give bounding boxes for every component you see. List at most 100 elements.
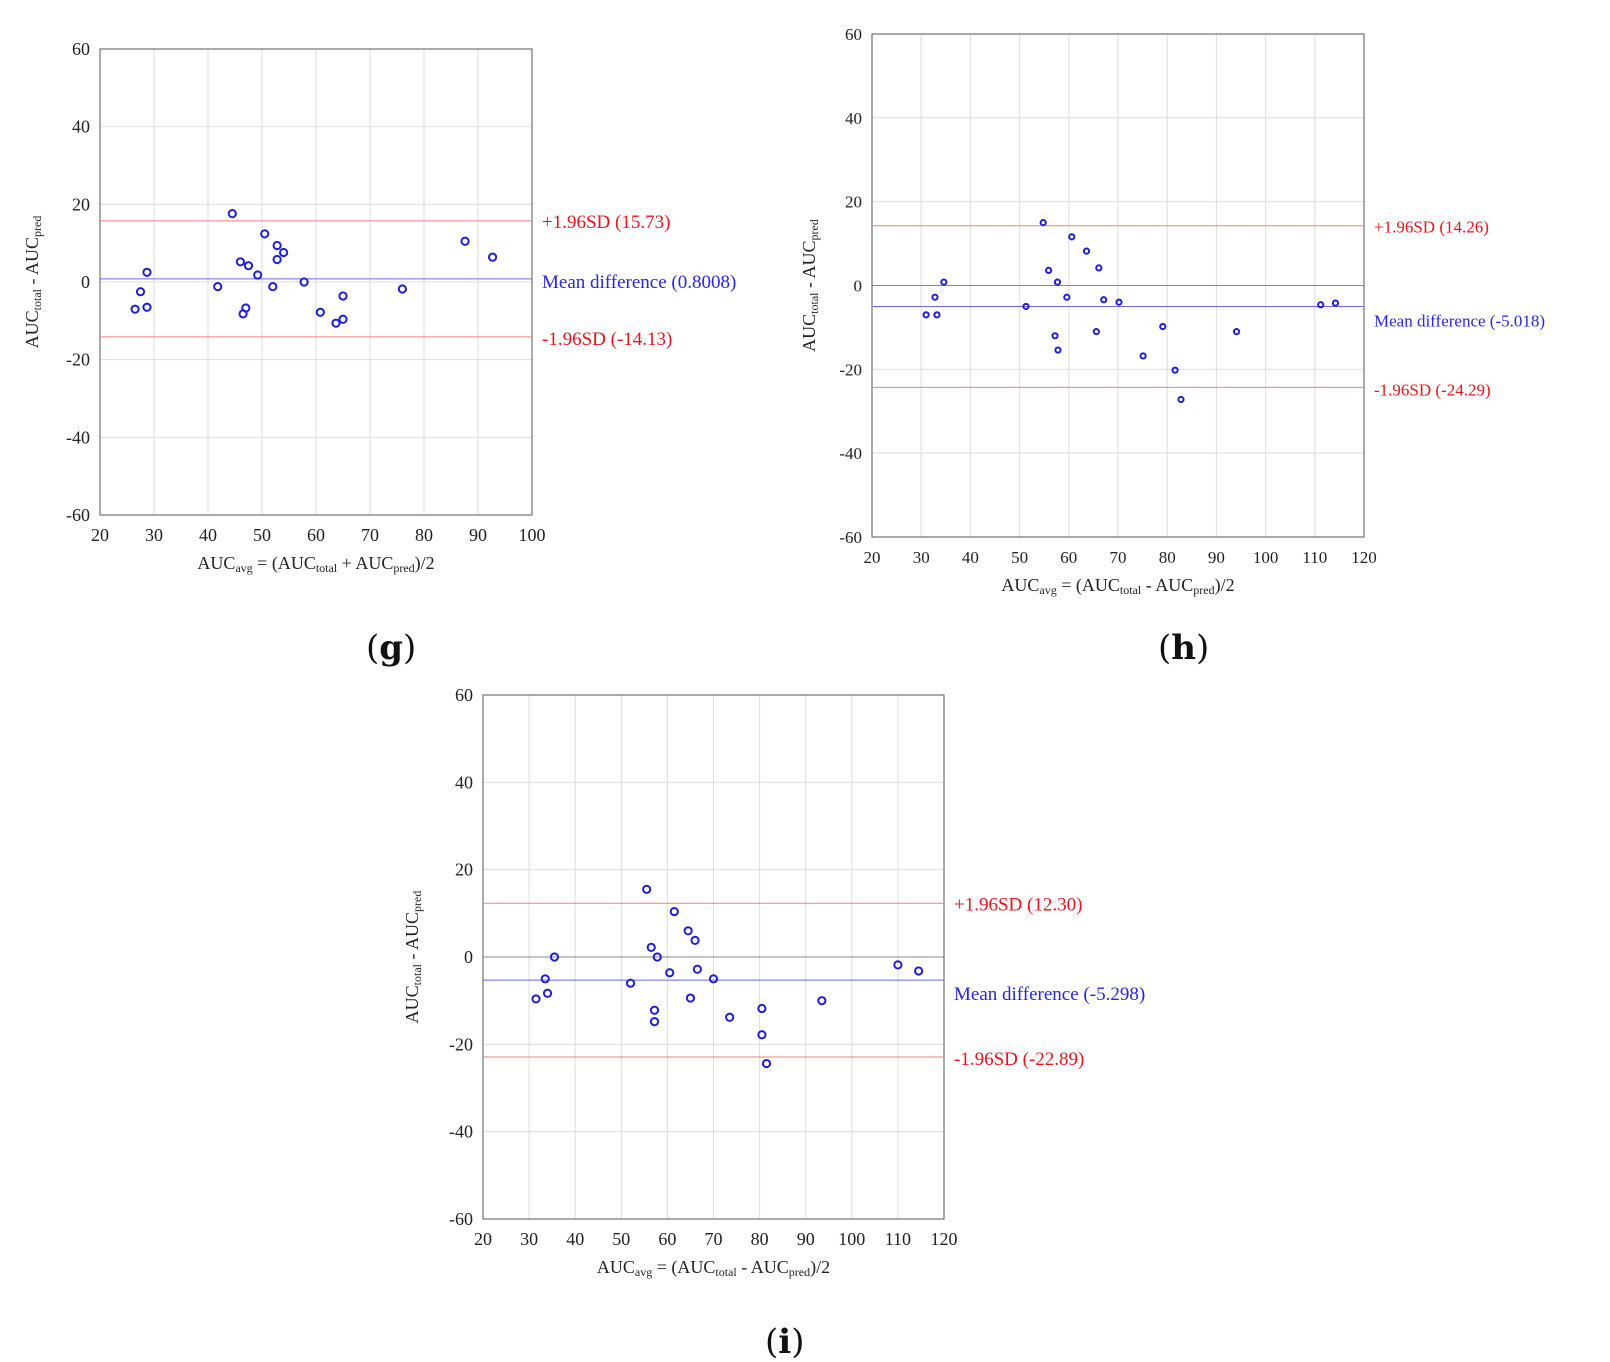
data-point-i-12 [683, 926, 693, 936]
y-tick-label-i--20: -20 [449, 1034, 473, 1054]
data-point-h-10 [1063, 293, 1071, 301]
data-point-i-7 [649, 1005, 660, 1015]
y-tick-label-i-20: 20 [455, 860, 473, 880]
y-tick-label-g-40: 40 [72, 117, 90, 137]
data-point-g-20 [338, 314, 348, 324]
data-point-g-4 [213, 282, 223, 292]
data-point-g-0 [130, 304, 140, 314]
x-tick-label-h-20: 20 [864, 548, 881, 567]
x-tick-label-i-30: 30 [520, 1229, 538, 1249]
upper-limit-label-h: +1.96SD (14.26) [1374, 218, 1489, 237]
data-point-h-5 [1039, 219, 1047, 227]
x-tick-label-h-40: 40 [962, 548, 979, 567]
data-point-h-23 [1331, 299, 1340, 307]
y-tick-label-g--60: -60 [66, 505, 90, 525]
y-axis-label-i: AUCtotal - AUCpred [402, 891, 424, 1024]
data-point-g-6 [235, 257, 245, 267]
x-axis-label-g: AUCavg = (AUCtotal + AUCpred)/2 [197, 553, 434, 575]
data-point-h-14 [1095, 264, 1103, 272]
x-axis-label-h: AUCavg = (AUCtotal - AUCpred)/2 [1001, 575, 1234, 597]
data-point-g-18 [331, 318, 341, 328]
y-tick-label-h--60: -60 [839, 528, 862, 547]
x-tick-label-h-90: 90 [1208, 548, 1225, 567]
x-axis-label-i: AUCavg = (AUCtotal - AUCpred)/2 [597, 1257, 830, 1279]
x-tick-label-h-70: 70 [1110, 548, 1127, 567]
data-point-h-1 [931, 293, 939, 301]
data-point-h-0 [922, 311, 930, 319]
data-point-h-6 [1045, 266, 1053, 275]
data-point-i-20 [761, 1058, 772, 1069]
y-tick-label-h-0: 0 [854, 277, 863, 296]
y-tick-label-i-60: 60 [455, 685, 473, 705]
data-point-i-10 [665, 968, 675, 978]
y-tick-label-h-20: 20 [845, 193, 862, 212]
y-axis-label-h: AUCtotal - AUCpred [799, 219, 821, 352]
y-tick-label-h-60: 60 [845, 25, 862, 44]
data-point-i-3 [549, 952, 560, 962]
x-tick-label-i-120: 120 [931, 1229, 958, 1249]
data-point-g-10 [253, 270, 263, 280]
data-point-i-6 [646, 942, 656, 952]
mean-difference-label-h: Mean difference (-5.018) [1374, 312, 1545, 331]
y-tick-label-i--40: -40 [449, 1122, 473, 1142]
mean-difference-label-i: Mean difference (-5.298) [954, 984, 1145, 1005]
plot-frame-h [871, 33, 1365, 538]
x-tick-label-g-70: 70 [361, 525, 379, 545]
data-point-i-15 [692, 964, 702, 974]
data-point-h-12 [1082, 247, 1091, 255]
data-point-i-8 [649, 1017, 660, 1027]
data-point-i-23 [914, 966, 924, 976]
data-point-i-16 [708, 974, 719, 984]
x-tick-label-h-80: 80 [1159, 548, 1176, 567]
x-tick-label-g-80: 80 [415, 525, 433, 545]
chart-panel-g: 20 30 40 50 60 70 80 90 100 -60 -40 -20 0 20 40 60 +1.96… [22, 39, 736, 575]
x-tick-label-h-100: 100 [1253, 548, 1279, 567]
data-point-g-16 [299, 277, 309, 287]
x-tick-label-h-120: 120 [1351, 548, 1377, 567]
data-point-g-9 [243, 261, 254, 271]
x-tick-label-i-20: 20 [474, 1229, 492, 1249]
x-tick-label-g-100: 100 [519, 525, 546, 545]
data-point-i-2 [542, 988, 553, 998]
data-point-h-19 [1171, 366, 1179, 374]
data-point-i-18 [757, 1003, 767, 1014]
data-point-g-1 [135, 287, 146, 297]
data-point-h-4 [1022, 302, 1030, 311]
y-tick-label-g--40: -40 [66, 427, 90, 447]
panel-label-i: (i) [765, 1322, 805, 1362]
data-point-g-21 [397, 284, 407, 294]
y-tick-label-g-0: 0 [81, 272, 90, 292]
data-point-h-3 [940, 278, 948, 286]
data-point-g-11 [260, 229, 270, 239]
data-point-g-3 [142, 302, 152, 312]
x-tick-label-i-80: 80 [751, 1229, 769, 1249]
y-axis-label-g: AUCtotal - AUCpred [22, 216, 44, 349]
x-tick-label-i-40: 40 [566, 1229, 584, 1249]
data-point-h-22 [1317, 301, 1325, 309]
data-point-g-23 [487, 252, 498, 262]
y-tick-label-i-0: 0 [464, 947, 473, 967]
data-point-h-16 [1115, 298, 1123, 306]
plot-frame-g [99, 48, 533, 516]
x-tick-label-g-50: 50 [253, 525, 271, 545]
chart-panel-i: 20 30 40 50 60 70 80 90 100 110 120 -60 -40 -20 0 20 40 6… [402, 685, 1145, 1279]
x-tick-label-g-40: 40 [199, 525, 217, 545]
data-point-g-19 [338, 291, 348, 301]
x-tick-label-g-60: 60 [307, 525, 325, 545]
data-point-i-5 [642, 884, 652, 894]
data-point-i-1 [540, 974, 550, 984]
data-point-i-21 [817, 996, 827, 1006]
x-tick-label-h-30: 30 [913, 548, 930, 567]
y-tick-label-g--20: -20 [66, 350, 90, 370]
data-point-h-9 [1054, 346, 1062, 354]
x-tick-label-h-50: 50 [1011, 548, 1028, 567]
x-tick-label-i-50: 50 [612, 1229, 630, 1249]
data-point-h-8 [1053, 278, 1062, 286]
data-point-h-20 [1177, 395, 1185, 404]
x-tick-label-i-60: 60 [658, 1229, 676, 1249]
data-point-i-0 [531, 994, 541, 1004]
y-tick-label-h--20: -20 [839, 360, 862, 379]
mean-difference-label-g: Mean difference (0.8008) [542, 272, 736, 293]
data-point-h-15 [1100, 296, 1108, 304]
